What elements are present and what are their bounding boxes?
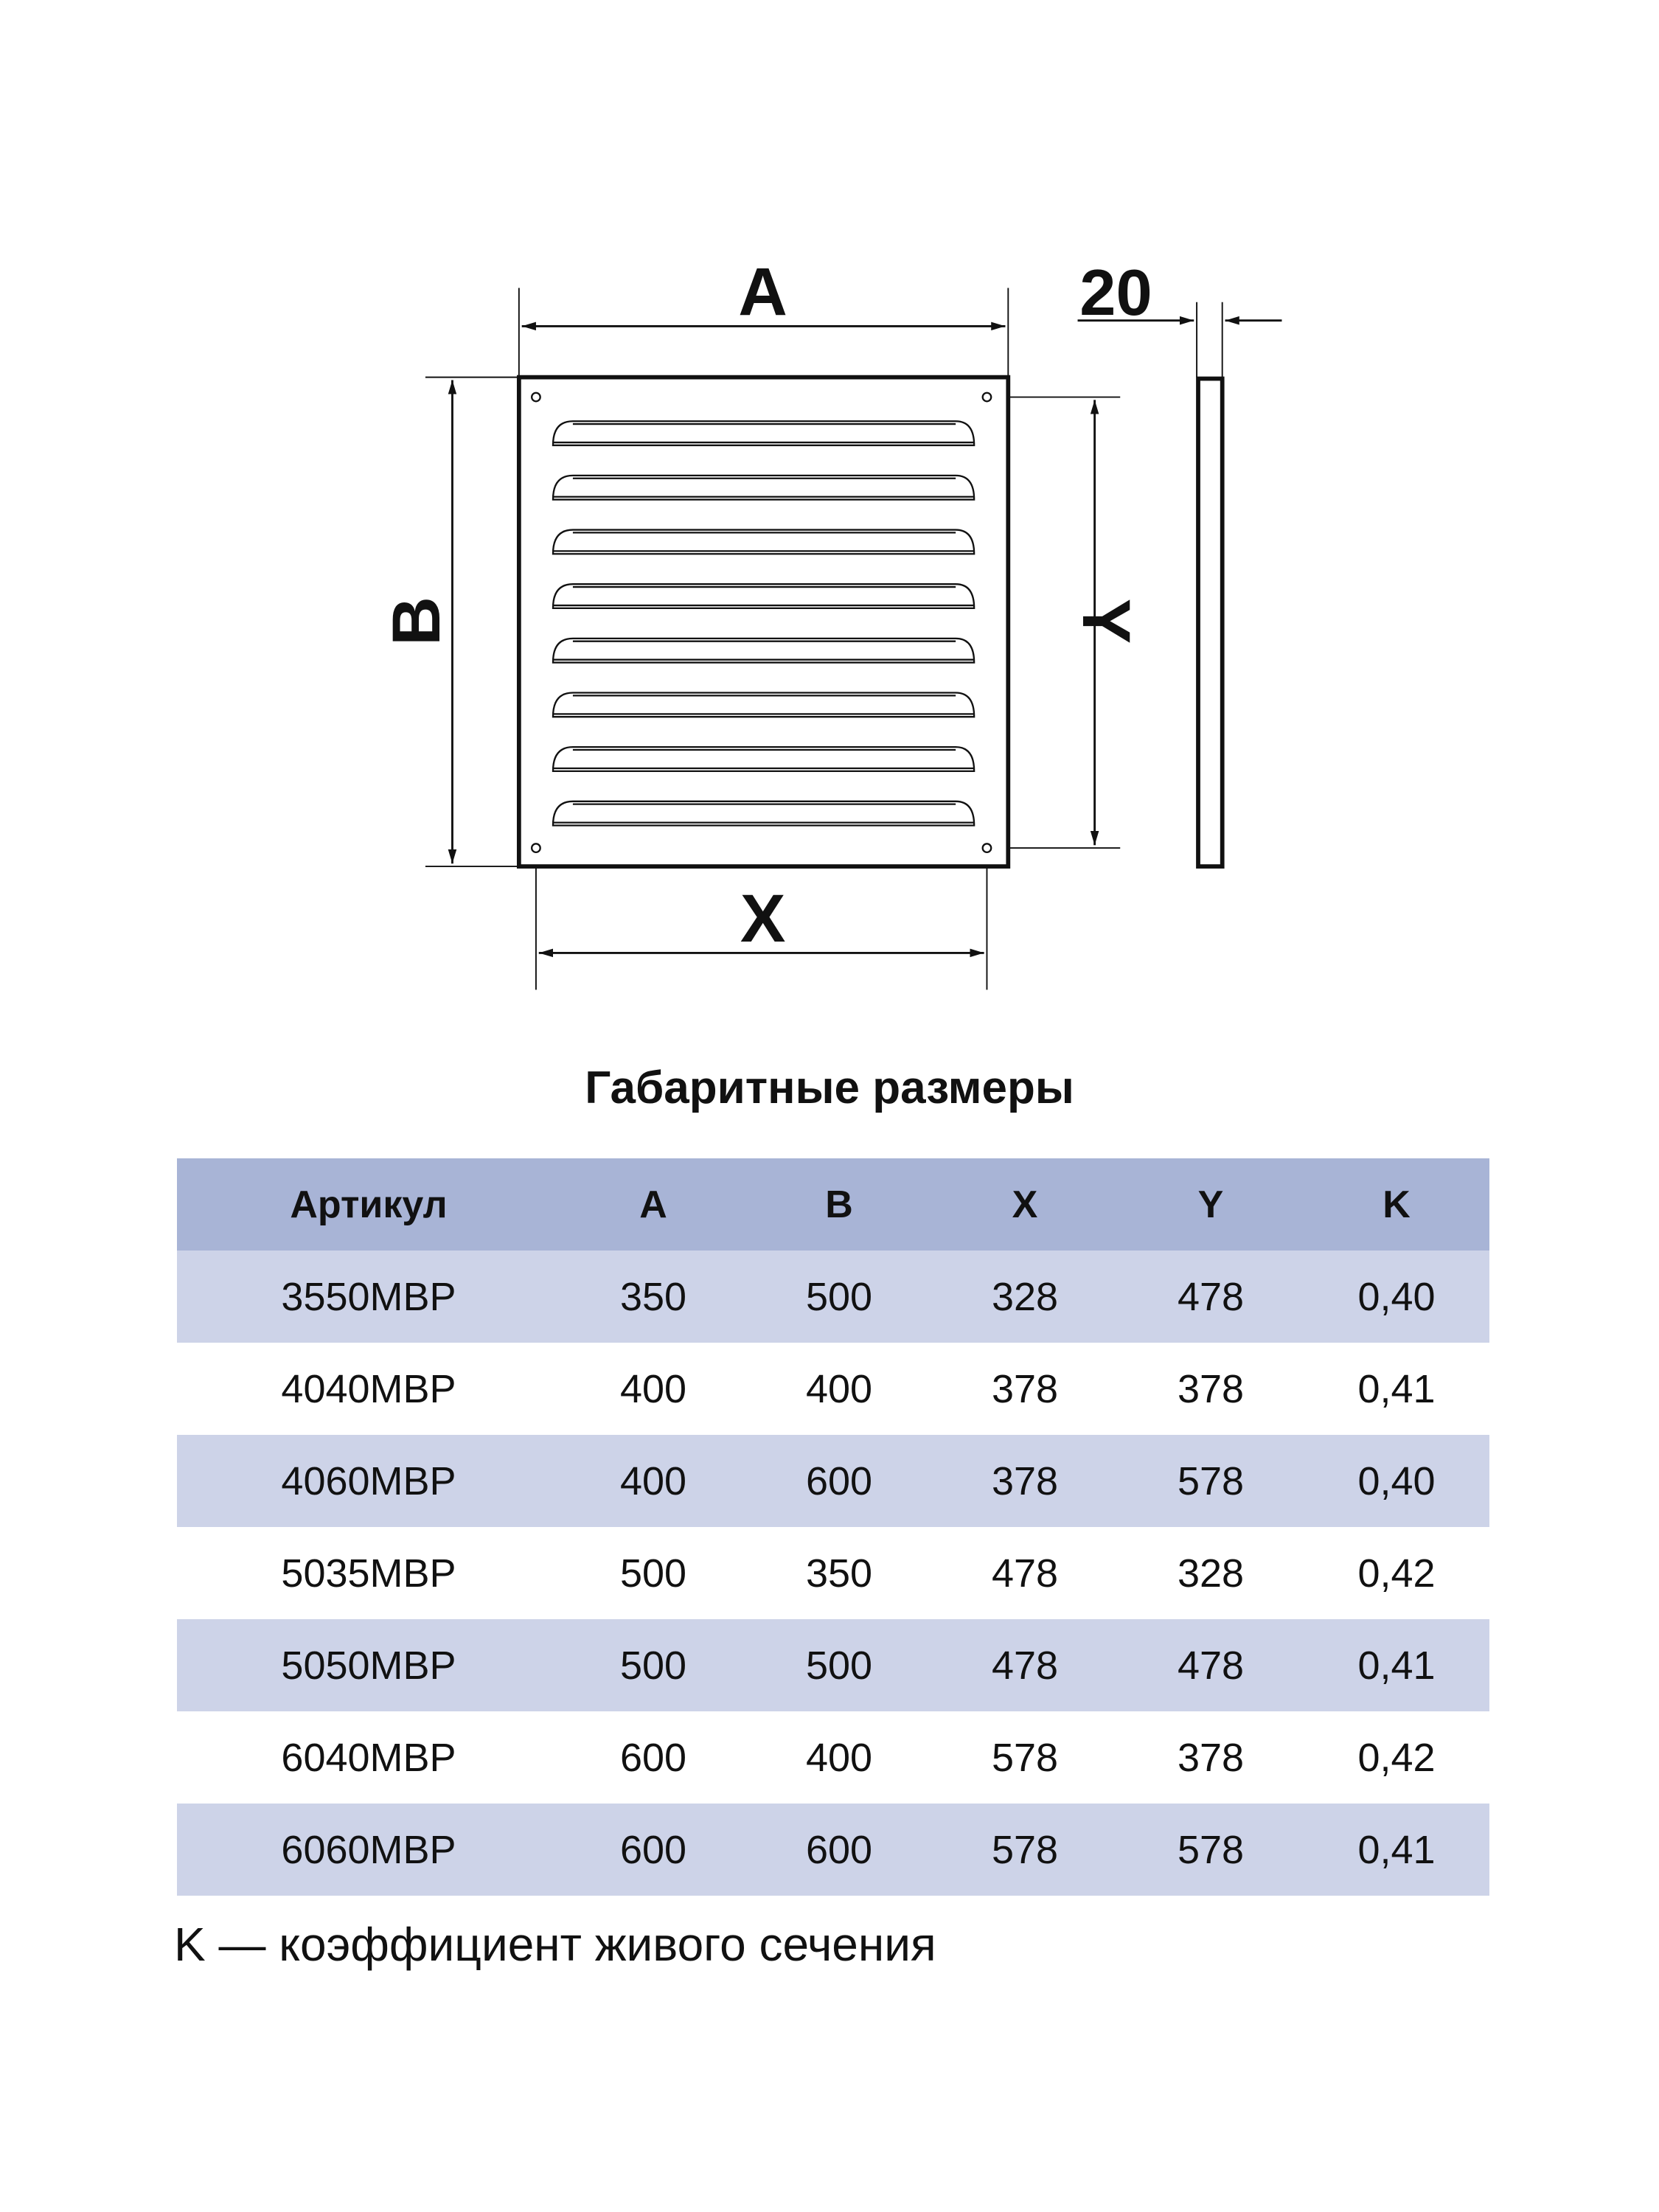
louver-slat (552, 637, 975, 664)
table-cell: 4040МВР (281, 1366, 456, 1411)
table-cell: 478 (1118, 1251, 1304, 1343)
table-cell: 5050МВР (177, 1619, 560, 1711)
table-cell: 0,41 (1304, 1619, 1489, 1711)
table-title: Габаритные размеры (585, 1062, 1074, 1113)
table-cell: 400 (560, 1435, 746, 1527)
dimensions-table: Артикул A B X Y K 3550МВР 350 500 328 478 0,40 4040… (177, 1158, 1489, 1896)
table-header-row: Артикул A B X Y K (177, 1158, 1489, 1251)
screw-hole (531, 843, 541, 853)
column-header: K (1304, 1158, 1489, 1251)
screw-hole (531, 392, 541, 403)
table-cell: 0,42 (1357, 1551, 1436, 1596)
table-cell: 3550МВР (177, 1251, 560, 1343)
table-cell: 5035МВР (281, 1551, 456, 1596)
table-row: 5050МВР 500 500 478 478 0,41 (177, 1619, 1489, 1711)
table-cell: 600 (560, 1804, 746, 1896)
table-row: 6060МВР 600 600 578 578 0,41 (177, 1804, 1489, 1896)
table-cell: 500 (746, 1251, 932, 1343)
label-b: B (378, 597, 454, 646)
table-cell: 328 (932, 1251, 1118, 1343)
table-cell: 6040МВР (281, 1735, 456, 1780)
table-cell: 350 (805, 1551, 873, 1596)
louver-slat (552, 800, 975, 827)
table-cell: 578 (991, 1735, 1059, 1780)
table-cell: 578 (1118, 1804, 1304, 1896)
table-cell: 478 (991, 1551, 1059, 1596)
table-row: 3550МВР 350 500 328 478 0,40 (177, 1251, 1489, 1343)
footnote: K — коэффициент живого сечения (174, 1918, 936, 1971)
table-cell: 478 (932, 1619, 1118, 1711)
table-cell: 500 (746, 1619, 932, 1711)
louver-slat (552, 474, 975, 501)
table-cell: 378 (991, 1366, 1059, 1411)
table-cell: 0,42 (1357, 1735, 1436, 1780)
table-cell: 600 (746, 1804, 932, 1896)
louver-slat (552, 583, 975, 610)
screw-hole (981, 392, 992, 403)
label-a: A (738, 253, 787, 330)
table-cell: 0,41 (1304, 1804, 1489, 1896)
column-header: A (560, 1158, 746, 1251)
table-cell: 0,40 (1304, 1435, 1489, 1527)
louver-slat (552, 420, 975, 447)
table-cell: 400 (619, 1366, 687, 1411)
louver-slat (552, 745, 975, 772)
table-row: 4060МВР 400 600 378 578 0,40 (177, 1435, 1489, 1527)
table-cell: 0,41 (1357, 1366, 1436, 1411)
table-cell: 400 (805, 1366, 873, 1411)
table-cell: 578 (932, 1804, 1118, 1896)
table-cell: 4060МВР (177, 1435, 560, 1527)
table-cell: 578 (1118, 1435, 1304, 1527)
table-cell: 378 (932, 1435, 1118, 1527)
table-cell: 0,40 (1304, 1251, 1489, 1343)
grille-dimension-drawing: A X 20 B Y (378, 253, 1282, 990)
table-cell: 600 (746, 1435, 932, 1527)
column-header: Y (1118, 1158, 1304, 1251)
table-cell: 600 (619, 1735, 687, 1780)
table-row: 6040МВР 600 400 578 378 0,42 (177, 1711, 1489, 1804)
table-cell: 328 (1177, 1551, 1245, 1596)
grille-side-view (1196, 376, 1225, 869)
louver-slat (552, 529, 975, 555)
table-cell: 6060МВР (177, 1804, 560, 1896)
label-y: Y (1068, 599, 1145, 644)
label-depth: 20 (1079, 256, 1152, 329)
table-row: 5035МВР 500 350 478 328 0,42 (177, 1527, 1489, 1619)
table-row: 4040МВР 400 400 378 378 0,41 (177, 1343, 1489, 1435)
table-cell: 500 (619, 1551, 687, 1596)
table-cell: 350 (560, 1251, 746, 1343)
table-cell: 378 (1177, 1366, 1245, 1411)
table-cell: 400 (805, 1735, 873, 1780)
column-header: Артикул (177, 1158, 560, 1251)
louver-slat (552, 692, 975, 718)
column-header: B (746, 1158, 932, 1251)
table-cell: 478 (1118, 1619, 1304, 1711)
screw-hole (981, 843, 992, 853)
table-cell: 500 (560, 1619, 746, 1711)
table-cell: 378 (1177, 1735, 1245, 1780)
label-x: X (740, 880, 786, 956)
column-header: X (932, 1158, 1118, 1251)
grille-front-view (516, 375, 1011, 869)
